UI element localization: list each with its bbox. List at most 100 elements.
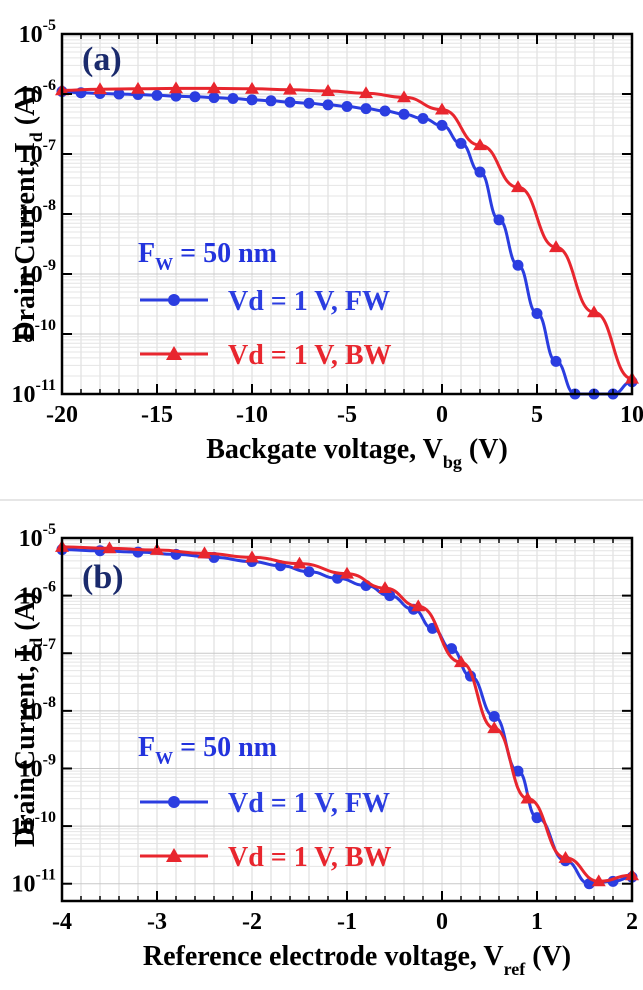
y-tick-label: 10-5 (19, 17, 56, 48)
x-tick-label: 5 (531, 402, 543, 428)
data-point (398, 108, 410, 120)
data-point (587, 305, 601, 318)
data-point (340, 566, 354, 579)
fw-annotation: FW = 50 nm (138, 238, 277, 274)
chart-panel-b: -4 -3 -2 -1 0 1 210-1110-1010-910-810-710-610-… (10, 521, 639, 979)
data-point (435, 102, 449, 115)
data-point (245, 550, 259, 563)
data-point (208, 92, 220, 104)
data-point (455, 137, 467, 149)
data-point (265, 95, 277, 107)
data-point (341, 100, 353, 112)
legend-marker (166, 848, 182, 862)
data-point (474, 166, 486, 178)
series-line (61, 545, 633, 883)
data-point (246, 94, 258, 106)
x-tick-label: -1 (337, 909, 357, 935)
x-tick-label: -4 (52, 909, 72, 935)
data-point (359, 86, 373, 99)
legend-marker (168, 294, 180, 306)
y-tick-label: 10-6 (19, 77, 56, 108)
x-tick-label: -5 (337, 402, 357, 428)
data-point (303, 566, 315, 578)
legend-marker (168, 796, 180, 808)
legend-label: Vd = 1 V, BW (228, 842, 392, 873)
data-point (531, 307, 543, 319)
data-point (558, 850, 573, 863)
data-point (591, 874, 606, 887)
data-point (197, 546, 212, 559)
x-ticks: -4 -3 -2 -1 0 1 2 (52, 538, 638, 935)
data-point (93, 82, 107, 95)
x-tick-label: 1 (531, 909, 543, 935)
fw-annotation: FW = 50 nm (138, 732, 277, 768)
x-tick-label: -10 (236, 402, 268, 428)
data-point (303, 97, 315, 109)
y-tick-label: 10-11 (12, 867, 56, 898)
y-axis-label: Drain Current, Id (A) (10, 592, 46, 847)
y-ticks: 10-11 10-10 10-9 10-8 10-7 10-6 10-5 (11, 521, 632, 898)
x-tick-label: -3 (147, 909, 167, 935)
y-tick-label: 10-8 (19, 197, 56, 228)
data-point (411, 599, 426, 612)
data-point (550, 355, 562, 367)
data-point (332, 572, 343, 584)
x-ticks: -20 -15 -10 -5 0 5 10 (46, 34, 643, 428)
x-tick-label: -20 (46, 402, 78, 428)
y-tick-label: 10-6 (19, 579, 56, 610)
legend-label: Vd = 1 V, FW (228, 788, 390, 819)
y-tick-label: 10-5 (19, 521, 56, 552)
y-tick-label: 10-10 (11, 317, 56, 348)
y-tick-label: 10-10 (11, 809, 56, 840)
x-tick-label: -15 (141, 402, 173, 428)
data-point (397, 90, 411, 103)
y-tick-label: 10-8 (19, 694, 56, 725)
legend-marker (166, 346, 182, 360)
y-tick-label: 10-9 (19, 257, 56, 288)
panel-label: (a) (82, 41, 122, 78)
data-point (284, 96, 296, 108)
data-point (189, 91, 201, 103)
data-point (131, 81, 145, 94)
data-point (473, 138, 487, 151)
x-tick-label: 10 (620, 402, 643, 428)
data-point (169, 81, 183, 94)
data-point (531, 812, 543, 824)
data-point (322, 99, 334, 111)
data-point (283, 82, 297, 95)
data-point (487, 721, 502, 734)
x-tick-label: -2 (242, 909, 262, 935)
data-point (378, 581, 392, 594)
legend-label: Vd = 1 V, FW (228, 286, 390, 317)
data-point (102, 541, 117, 554)
data-point (549, 240, 563, 253)
legend: Vd = 1 V, FW Vd = 1 V, BW (140, 788, 392, 873)
data-point (417, 113, 429, 125)
data-point (170, 90, 182, 102)
y-tick-label: 10-7 (19, 636, 56, 667)
data-point (227, 93, 239, 105)
data-point (511, 180, 525, 193)
y-tick-label: 10-7 (19, 137, 56, 168)
data-point (292, 556, 307, 569)
data-point (150, 542, 164, 555)
data-point (512, 765, 524, 777)
y-tick-label: 10-9 (19, 751, 56, 782)
data-point (379, 105, 391, 117)
x-axis-label: Backgate voltage, Vbg (V) (206, 434, 508, 472)
data-point (488, 710, 500, 722)
data-point (520, 791, 535, 804)
panel-label: (b) (82, 559, 124, 596)
y-ticks: 10-11 10-10 10-9 10-8 10-7 10-6 10-5 (11, 17, 632, 408)
legend: Vd = 1 V, FW Vd = 1 V, BW (140, 286, 392, 371)
data-point (151, 89, 163, 101)
legend-label: Vd = 1 V, BW (228, 340, 392, 371)
series-fw (56, 86, 638, 400)
data-point (321, 84, 335, 96)
data-point (493, 214, 505, 226)
x-tick-label: 0 (436, 402, 448, 428)
y-tick-label: 10-11 (12, 377, 56, 408)
data-point (454, 655, 468, 668)
y-axis-label: Drain Current, Id (A) (10, 86, 46, 341)
